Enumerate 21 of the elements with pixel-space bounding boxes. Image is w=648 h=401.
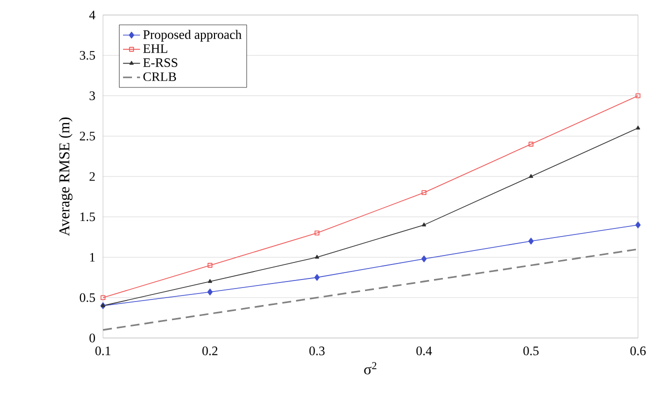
x-tick-label: 0.1 — [95, 346, 110, 356]
y-tick-label: 2 — [90, 172, 95, 181]
legend-label: E-RSS — [143, 58, 178, 67]
y-tick-label: 1 — [90, 252, 95, 262]
y-tick-label: 1.5 — [80, 212, 95, 222]
y-tick-label: 2.5 — [80, 132, 95, 141]
y-tick-label: 3 — [90, 91, 95, 100]
y-tick-label: 3.5 — [80, 50, 95, 60]
legend-label: Proposed approach — [143, 30, 242, 42]
legend-label: EHL — [143, 44, 168, 53]
x-tick-label: 0.2 — [202, 346, 218, 356]
x-tick-label: 0.4 — [416, 346, 432, 356]
legend-label: CRLB — [143, 72, 176, 82]
x-tick-label: 0.5 — [523, 346, 539, 356]
x-tick-label: 0.6 — [630, 346, 646, 356]
y-tick-label: 0 — [90, 334, 96, 342]
x-axis-title: σ$^{2}$ — [364, 362, 376, 374]
x-tick-label: 0.3 — [309, 346, 325, 356]
y-tick-label: 0.5 — [80, 293, 95, 302]
y-axis-title: Average RMSE (m) — [58, 118, 72, 236]
y-tick-label: 4 — [89, 10, 96, 20]
